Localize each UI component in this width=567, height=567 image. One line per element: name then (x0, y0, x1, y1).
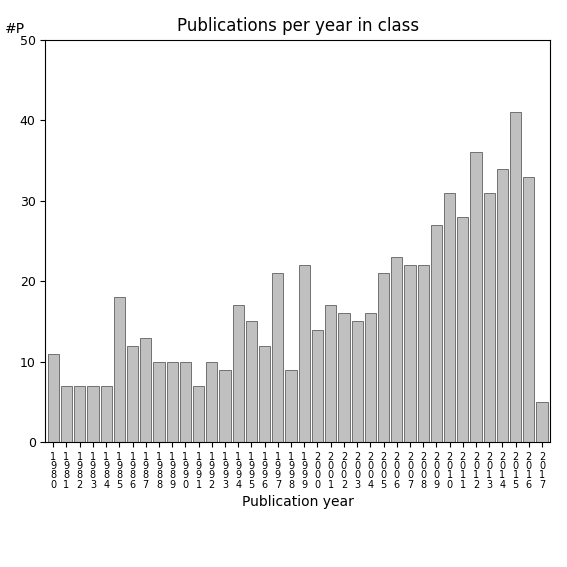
Bar (510, 112, 521, 442)
Bar (404, 265, 416, 442)
Bar (193, 386, 204, 442)
Bar (114, 297, 125, 442)
Bar (219, 370, 231, 442)
Bar (206, 362, 217, 442)
Bar (444, 193, 455, 442)
Bar (285, 370, 297, 442)
Bar (153, 362, 164, 442)
Bar (246, 321, 257, 442)
Bar (180, 362, 191, 442)
Bar (61, 386, 72, 442)
Bar (299, 265, 310, 442)
Bar (457, 217, 468, 442)
Bar (100, 386, 112, 442)
Text: #P: #P (5, 22, 25, 36)
X-axis label: Publication year: Publication year (242, 495, 354, 509)
Bar (272, 273, 284, 442)
Bar (365, 314, 376, 442)
Bar (484, 193, 495, 442)
Bar (232, 306, 244, 442)
Title: Publications per year in class: Publications per year in class (176, 18, 419, 35)
Bar (48, 354, 59, 442)
Bar (523, 176, 535, 442)
Bar (497, 168, 508, 442)
Bar (259, 346, 270, 442)
Bar (325, 306, 336, 442)
Bar (431, 225, 442, 442)
Bar (87, 386, 99, 442)
Bar (140, 337, 151, 442)
Bar (74, 386, 85, 442)
Bar (378, 273, 389, 442)
Bar (536, 402, 548, 442)
Bar (417, 265, 429, 442)
Bar (352, 321, 363, 442)
Bar (127, 346, 138, 442)
Bar (338, 314, 349, 442)
Bar (391, 257, 403, 442)
Bar (312, 329, 323, 442)
Bar (167, 362, 178, 442)
Bar (471, 153, 481, 442)
